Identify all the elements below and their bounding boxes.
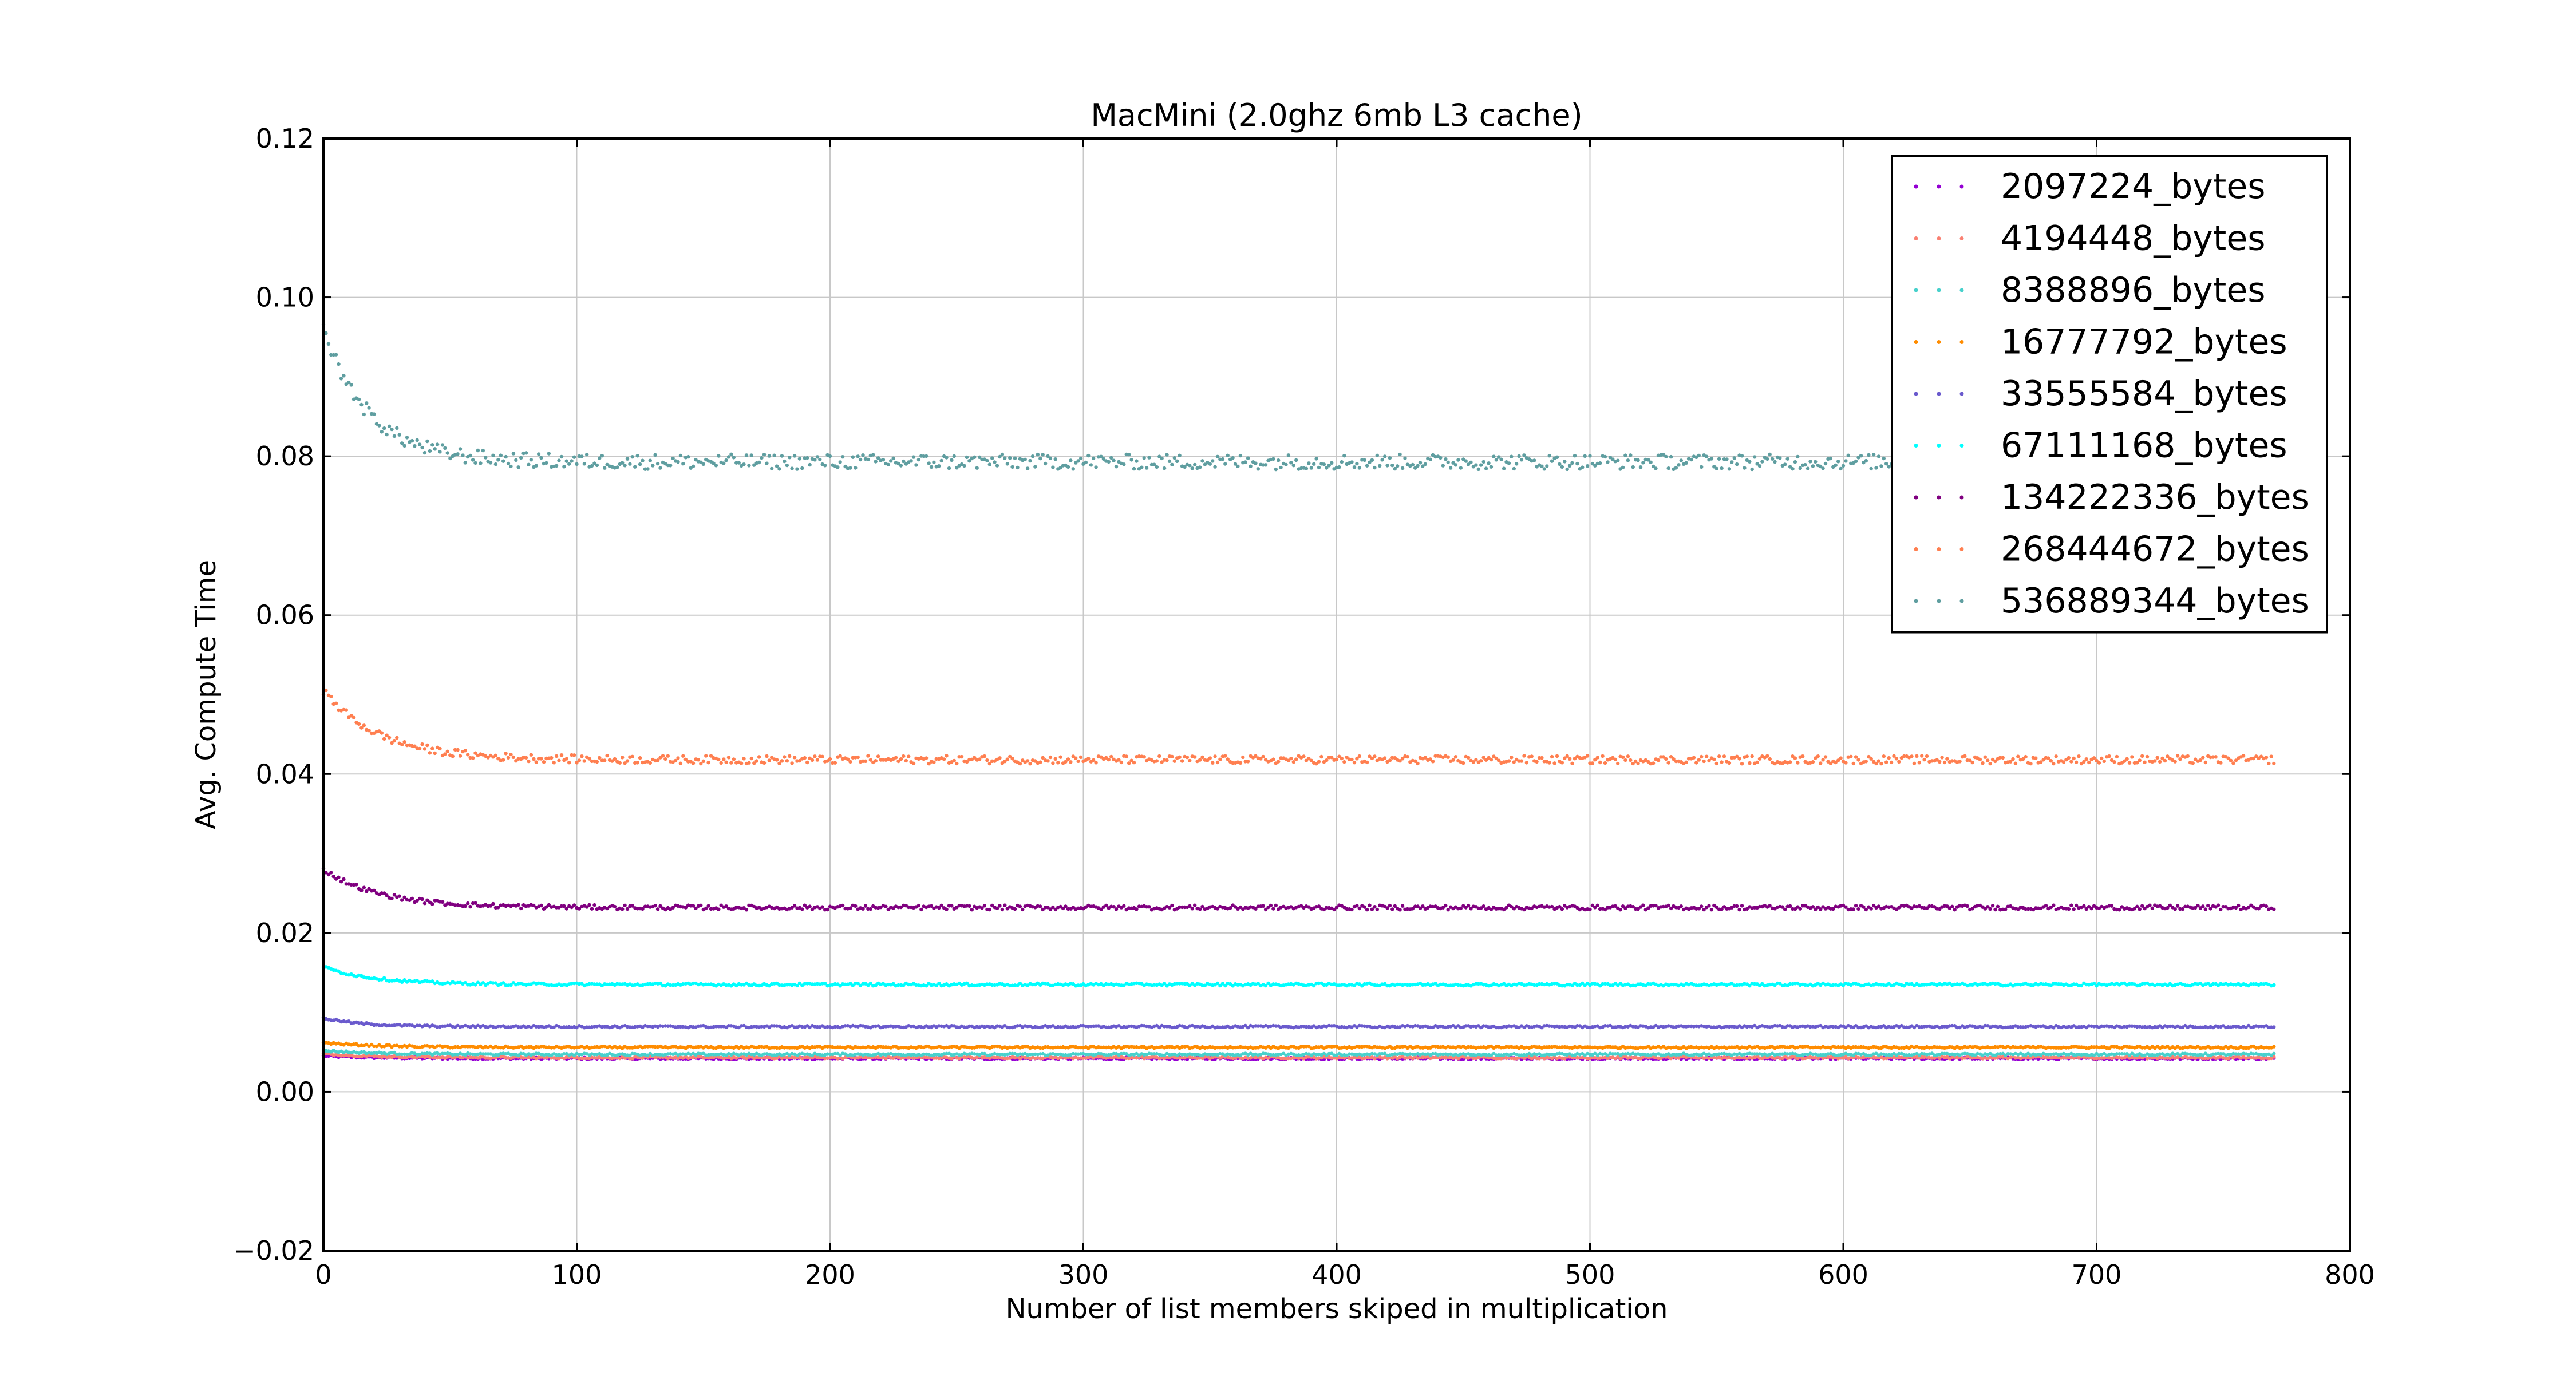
- data-point: [423, 901, 426, 905]
- data-point: [329, 871, 333, 874]
- data-point: [699, 904, 702, 907]
- data-point: [1018, 904, 1022, 908]
- data-point: [864, 904, 867, 908]
- data-point: [869, 907, 872, 911]
- data-point: [354, 883, 358, 886]
- data-point: [337, 876, 340, 879]
- data-point: [1135, 907, 1138, 911]
- data-point: [884, 905, 887, 908]
- data-point: [706, 904, 710, 907]
- data-point: [654, 904, 657, 907]
- data-point: [745, 908, 748, 911]
- data-point: [988, 908, 991, 911]
- data-point: [473, 901, 477, 905]
- data-point: [967, 904, 971, 908]
- data-point: [398, 895, 401, 898]
- data-point: [1147, 905, 1151, 908]
- data-point: [861, 907, 864, 911]
- data-point: [466, 901, 469, 905]
- data-point: [390, 897, 393, 900]
- data-point: [400, 898, 404, 901]
- data-point: [590, 907, 594, 911]
- data-point: [1193, 904, 1196, 907]
- data-point: [1003, 903, 1006, 907]
- data-point: [945, 907, 948, 911]
- data-point: [1170, 904, 1174, 907]
- data-point: [917, 904, 920, 907]
- data-point: [1122, 904, 1125, 908]
- data-point: [1191, 907, 1194, 910]
- data-point: [2272, 1045, 2275, 1048]
- data-point: [919, 908, 923, 911]
- data-point: [1115, 907, 1118, 911]
- data-point: [854, 904, 857, 908]
- data-point: [1001, 908, 1004, 911]
- data-point: [970, 908, 974, 911]
- data-point: [441, 900, 444, 904]
- data-point: [808, 904, 811, 908]
- data-point: [656, 907, 659, 911]
- data-point: [539, 904, 543, 907]
- data-point: [1038, 904, 1042, 908]
- data-point: [800, 907, 804, 911]
- data-point: [430, 902, 434, 906]
- data-point: [2272, 983, 2275, 987]
- data-point: [342, 877, 345, 881]
- data-point: [2272, 1052, 2275, 1055]
- data-point: [825, 908, 829, 911]
- data-point: [519, 907, 523, 910]
- data-point: [517, 903, 520, 907]
- data-point: [491, 902, 495, 906]
- data-point: [998, 904, 1001, 907]
- data-point: [468, 905, 472, 908]
- data-point: [1013, 907, 1017, 911]
- data-point: [359, 888, 363, 892]
- data-point: [848, 906, 852, 910]
- data-point: [420, 897, 424, 901]
- data-point: [572, 903, 576, 907]
- data-point: [621, 907, 624, 911]
- data-point: [626, 907, 629, 911]
- data-point: [1021, 908, 1024, 911]
- data-point: [983, 904, 986, 907]
- data-point: [717, 908, 720, 911]
- data-point: [950, 904, 953, 907]
- data-point: [623, 904, 626, 907]
- data-point: [587, 903, 591, 907]
- data-point: [613, 905, 617, 908]
- data-point: [362, 885, 366, 889]
- data-point: [821, 905, 824, 908]
- data-point: [464, 904, 467, 908]
- data-point: [2272, 1025, 2275, 1029]
- data-point: [841, 904, 844, 907]
- data-point: [410, 897, 414, 900]
- data-point: [592, 903, 596, 907]
